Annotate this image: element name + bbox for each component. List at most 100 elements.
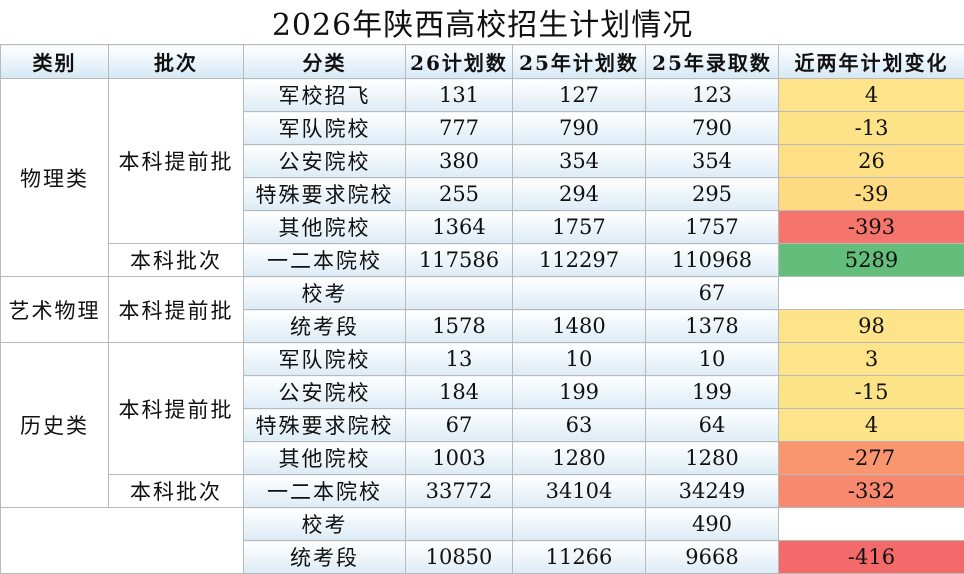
data-row: 其他院校 1003 1280 1280 -277 <box>1 441 964 475</box>
kind-cell: 其他院校 <box>243 441 406 475</box>
plan26-cell: 131 <box>405 78 513 112</box>
change-cell: 3 <box>777 342 964 376</box>
change-cell: -416 <box>777 540 964 574</box>
kind-cell: 军校招飞 <box>243 78 406 112</box>
data-row: 其他院校 1364 1757 1757 -393 <box>1 210 964 244</box>
kind-cell: 其他院校 <box>243 210 406 244</box>
data-row: 军队院校 777 790 790 -13 <box>1 111 964 145</box>
admit25-cell: 199 <box>645 375 779 409</box>
data-row: 统考段 1578 1480 1378 98 <box>1 309 964 343</box>
plan26-cell: 380 <box>405 144 513 178</box>
change-cell: -393 <box>777 210 964 244</box>
plan25-cell: 34104 <box>512 474 646 508</box>
header-cell: 25年录取数 <box>645 44 779 79</box>
admit25-cell: 790 <box>645 111 779 145</box>
admit25-cell: 1757 <box>645 210 779 244</box>
admit25-cell: 34249 <box>645 474 779 508</box>
plan25-cell <box>512 276 646 310</box>
change-cell: 98 <box>777 309 964 343</box>
change-cell: 4 <box>777 78 964 112</box>
category-cell: 历史类 <box>0 342 109 508</box>
plan25-cell: 10 <box>512 342 646 376</box>
kind-cell: 特殊要求院校 <box>243 408 406 442</box>
title: 2026年陕西高校招生计划情况 <box>271 8 694 43</box>
admit25-cell: 295 <box>645 177 779 211</box>
plan26-cell: 255 <box>405 177 513 211</box>
plan26-cell: 13 <box>405 342 513 376</box>
admit25-cell: 9668 <box>645 540 779 574</box>
plan26-cell: 67 <box>405 408 513 442</box>
change-cell: -13 <box>777 111 964 145</box>
batch-cell: 本科提前批 <box>108 276 244 343</box>
batch-cell: 本科批次 <box>108 474 244 508</box>
plan25-cell: 1480 <box>512 309 646 343</box>
change-cell: 26 <box>777 144 964 178</box>
kind-cell: 统考段 <box>243 540 406 574</box>
batch-cell: 本科提前批 <box>108 78 244 244</box>
header-cell: 类别 <box>0 44 109 79</box>
data-row: 艺术物理 本科提前批 校考 67 <box>0 276 964 343</box>
data-row: 公安院校 184 199 199 -15 <box>1 375 964 409</box>
kind-cell: 军队院校 <box>243 342 406 376</box>
data-row: 统考段 10850 11266 9668 -416 <box>1 540 964 574</box>
kind-cell: 统考段 <box>243 309 406 343</box>
plan25-cell: 354 <box>512 144 646 178</box>
plan26-cell: 777 <box>405 111 513 145</box>
admit25-cell: 1280 <box>645 441 779 475</box>
change-cell: 4 <box>777 408 964 442</box>
header-cell: 26计划数 <box>405 44 513 79</box>
admit25-cell: 1378 <box>645 309 779 343</box>
change-cell <box>777 507 964 541</box>
kind-cell: 校考 <box>243 276 406 310</box>
data-row: 特殊要求院校 67 63 64 4 <box>1 408 964 442</box>
plan25-cell: 199 <box>512 375 646 409</box>
kind-cell: 公安院校 <box>243 375 406 409</box>
plan25-cell: 11266 <box>512 540 646 574</box>
header-cell: 25年计划数 <box>512 44 646 79</box>
admit25-cell: 354 <box>645 144 779 178</box>
header-cell: 近两年计划变化 <box>777 44 964 79</box>
change-cell: -39 <box>777 177 964 211</box>
header-cell: 分类 <box>243 44 406 79</box>
plan26-cell: 184 <box>405 375 513 409</box>
batch-cell: 本科批次 <box>108 243 244 277</box>
admit25-cell: 110968 <box>645 243 779 277</box>
plan25-cell: 1757 <box>512 210 646 244</box>
change-cell: -277 <box>777 441 964 475</box>
plan26-cell: 1364 <box>405 210 513 244</box>
data-row: 本科批次 一二本院校 117586 112297 110968 5289 <box>1 243 964 277</box>
plan25-cell: 1280 <box>512 441 646 475</box>
data-row: 物理类 本科提前批 军校招飞 131 127 123 4 <box>0 78 964 277</box>
plan26-cell <box>405 507 513 541</box>
plan26-cell <box>405 276 513 310</box>
plan26-cell: 1003 <box>405 441 513 475</box>
header-cell: 批次 <box>108 44 244 79</box>
plan26-cell: 10850 <box>405 540 513 574</box>
plan25-cell <box>512 507 646 541</box>
data-row: 公安院校 380 354 354 26 <box>1 144 964 178</box>
plan25-cell: 112297 <box>512 243 646 277</box>
plan25-cell: 127 <box>512 78 646 112</box>
admit25-cell: 67 <box>645 276 779 310</box>
category-cell: 艺术物理 <box>0 276 109 343</box>
category-cell <box>0 507 244 574</box>
kind-cell: 公安院校 <box>243 144 406 178</box>
admit25-cell: 64 <box>645 408 779 442</box>
admit25-cell: 10 <box>645 342 779 376</box>
category-cell: 物理类 <box>0 78 109 277</box>
data-row: 本科批次 一二本院校 33772 34104 34249 -332 <box>1 474 964 508</box>
data-row: 历史类 本科提前批 军队院校 13 10 10 3 <box>0 342 964 508</box>
data-row: 校考 490 <box>0 507 964 574</box>
batch-cell: 本科提前批 <box>108 342 244 475</box>
admit25-cell: 123 <box>645 78 779 112</box>
kind-cell: 军队院校 <box>243 111 406 145</box>
kind-cell: 特殊要求院校 <box>243 177 406 211</box>
plan25-cell: 63 <box>512 408 646 442</box>
kind-cell: 一二本院校 <box>243 243 406 277</box>
kind-cell: 校考 <box>243 507 406 541</box>
change-cell: -15 <box>777 375 964 409</box>
header-row: 类别 批次 分类 26计划数 25年计划数 25年录取数 近两年计划变化 <box>0 44 964 79</box>
